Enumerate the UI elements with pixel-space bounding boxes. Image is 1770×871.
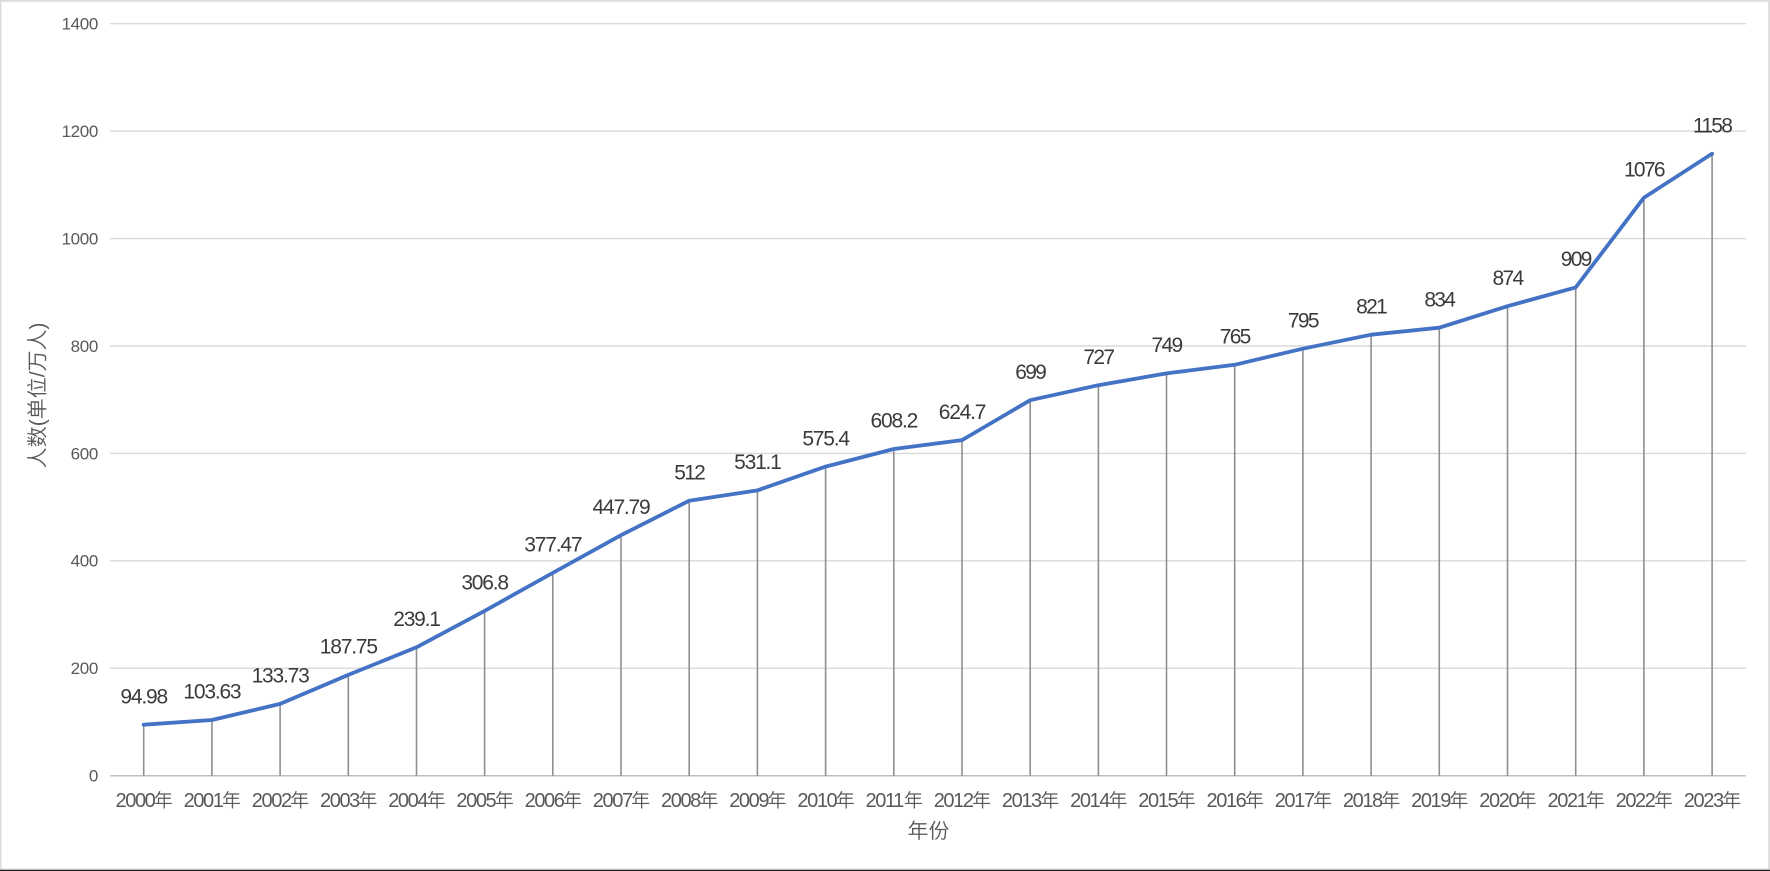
svg-text:): ) bbox=[27, 323, 50, 330]
svg-text:306.8: 306.8 bbox=[461, 572, 508, 595]
svg-text:909: 909 bbox=[1561, 248, 1592, 271]
svg-text:1200: 1200 bbox=[62, 122, 98, 141]
svg-text:834: 834 bbox=[1424, 288, 1456, 311]
svg-text:(: ( bbox=[27, 419, 50, 426]
svg-text:795: 795 bbox=[1288, 309, 1319, 332]
svg-text:821: 821 bbox=[1356, 295, 1387, 318]
svg-text:2011: 2011 bbox=[866, 790, 905, 812]
svg-text:2009: 2009 bbox=[729, 790, 769, 812]
svg-text:2017: 2017 bbox=[1275, 790, 1315, 812]
svg-text:/: / bbox=[27, 371, 50, 377]
svg-text:2012: 2012 bbox=[934, 790, 974, 812]
svg-text:2002: 2002 bbox=[252, 790, 292, 812]
svg-text:239.1: 239.1 bbox=[393, 608, 440, 631]
svg-text:800: 800 bbox=[71, 337, 98, 356]
svg-text:2005: 2005 bbox=[456, 790, 496, 812]
svg-text:1158: 1158 bbox=[1693, 114, 1732, 137]
svg-text:103.63: 103.63 bbox=[183, 681, 241, 704]
svg-text:765: 765 bbox=[1220, 326, 1251, 349]
svg-text:2014: 2014 bbox=[1070, 790, 1110, 812]
svg-text:1400: 1400 bbox=[62, 15, 98, 34]
svg-text:2016: 2016 bbox=[1207, 790, 1247, 812]
svg-text:575.4: 575.4 bbox=[802, 427, 850, 450]
svg-text:2023: 2023 bbox=[1684, 790, 1724, 812]
svg-text:200: 200 bbox=[71, 659, 98, 678]
svg-text:2004: 2004 bbox=[388, 790, 428, 812]
svg-text:874: 874 bbox=[1493, 267, 1525, 290]
svg-text:447.79: 447.79 bbox=[592, 496, 650, 519]
svg-text:2021: 2021 bbox=[1548, 790, 1588, 812]
svg-text:2008: 2008 bbox=[661, 790, 701, 812]
svg-text:600: 600 bbox=[71, 444, 98, 463]
svg-text:2007: 2007 bbox=[593, 790, 633, 812]
svg-text:187.75: 187.75 bbox=[320, 636, 378, 659]
svg-text:608.2: 608.2 bbox=[871, 410, 918, 433]
svg-text:377.47: 377.47 bbox=[524, 534, 582, 557]
svg-text:2006: 2006 bbox=[525, 790, 565, 812]
svg-text:2022: 2022 bbox=[1616, 790, 1656, 812]
svg-text:2001: 2001 bbox=[184, 790, 224, 812]
svg-text:2000: 2000 bbox=[116, 790, 156, 812]
svg-text:94.98: 94.98 bbox=[120, 685, 167, 708]
svg-text:2020: 2020 bbox=[1479, 790, 1519, 812]
svg-text:1076: 1076 bbox=[1624, 158, 1665, 181]
svg-text:749: 749 bbox=[1152, 334, 1183, 357]
svg-text:0: 0 bbox=[89, 767, 98, 786]
svg-text:2018: 2018 bbox=[1343, 790, 1383, 812]
svg-text:624.7: 624.7 bbox=[939, 401, 986, 424]
svg-text:2003: 2003 bbox=[320, 790, 360, 812]
svg-text:2019: 2019 bbox=[1411, 790, 1451, 812]
svg-text:2010: 2010 bbox=[797, 790, 837, 812]
svg-text:400: 400 bbox=[71, 552, 98, 571]
svg-text:531.1: 531.1 bbox=[734, 451, 781, 474]
svg-text:2013: 2013 bbox=[1002, 790, 1042, 812]
svg-text:1000: 1000 bbox=[62, 229, 98, 248]
svg-text:133.73: 133.73 bbox=[252, 665, 310, 688]
svg-text:699: 699 bbox=[1015, 361, 1046, 384]
svg-text:512: 512 bbox=[674, 461, 705, 484]
svg-text:2015: 2015 bbox=[1138, 790, 1178, 812]
svg-text:727: 727 bbox=[1083, 346, 1114, 369]
